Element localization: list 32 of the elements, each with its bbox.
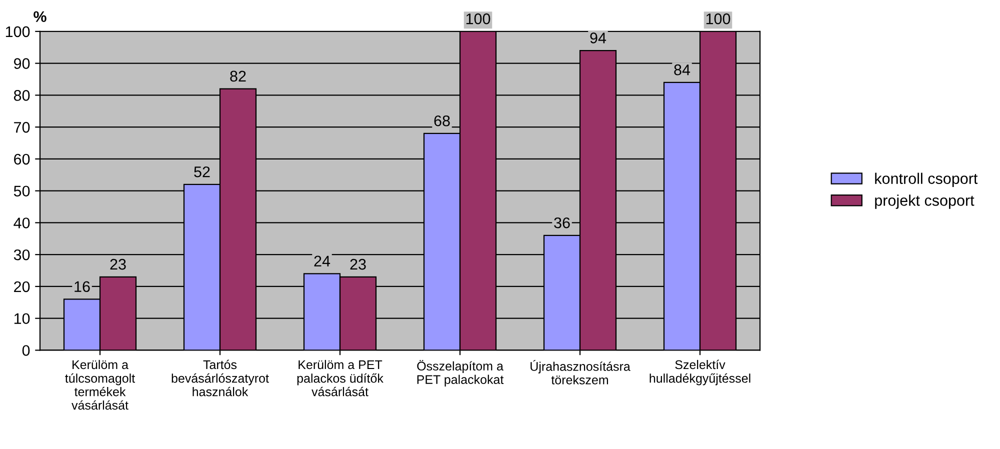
data-label: 23 — [110, 258, 126, 270]
y-tick-label: 80 — [14, 90, 30, 101]
data-label: 100 — [706, 13, 730, 24]
y-axis-title: % — [34, 11, 46, 22]
legend-label: projekt csoport — [875, 194, 974, 209]
y-tick-label: 60 — [14, 154, 30, 165]
legend-label: kontroll csoport — [875, 172, 978, 188]
data-label: 36 — [554, 217, 570, 228]
y-tick-label: 100 — [6, 26, 30, 38]
x-tick-label: Kerülöm a PET palackos üdítők vásárlását — [297, 360, 384, 396]
data-label: 82 — [230, 70, 246, 82]
data-label: 94 — [590, 32, 606, 44]
data-label: 100 — [466, 13, 490, 24]
y-tick-label: 30 — [14, 249, 30, 260]
data-label: 23 — [350, 258, 366, 270]
data-label: 16 — [74, 281, 90, 292]
data-label: 52 — [194, 166, 210, 178]
data-label: 84 — [674, 64, 690, 76]
data-label: 68 — [434, 115, 450, 126]
data-label: 24 — [314, 256, 330, 266]
x-tick-label: Szelektív hulladékgyűjtéssel — [650, 360, 750, 386]
y-tick-label: 50 — [14, 186, 30, 197]
x-tick-label: Tartós bevásárlószatyrot használok — [172, 360, 269, 396]
y-tick-label: 70 — [14, 122, 30, 133]
x-tick-label: Összelapítom a PET palackokat — [417, 360, 504, 386]
x-tick-label: Újrahasznosításra törekszem — [530, 360, 630, 384]
y-tick-label: 0 — [22, 345, 30, 356]
y-tick-label: 10 — [14, 313, 30, 324]
y-tick-label: 90 — [14, 58, 30, 69]
y-tick-label: 40 — [14, 218, 30, 228]
x-tick-label: Kerülöm a túlcsomagolt termékek vásárlását — [65, 360, 135, 410]
y-tick-label: 20 — [14, 281, 30, 292]
